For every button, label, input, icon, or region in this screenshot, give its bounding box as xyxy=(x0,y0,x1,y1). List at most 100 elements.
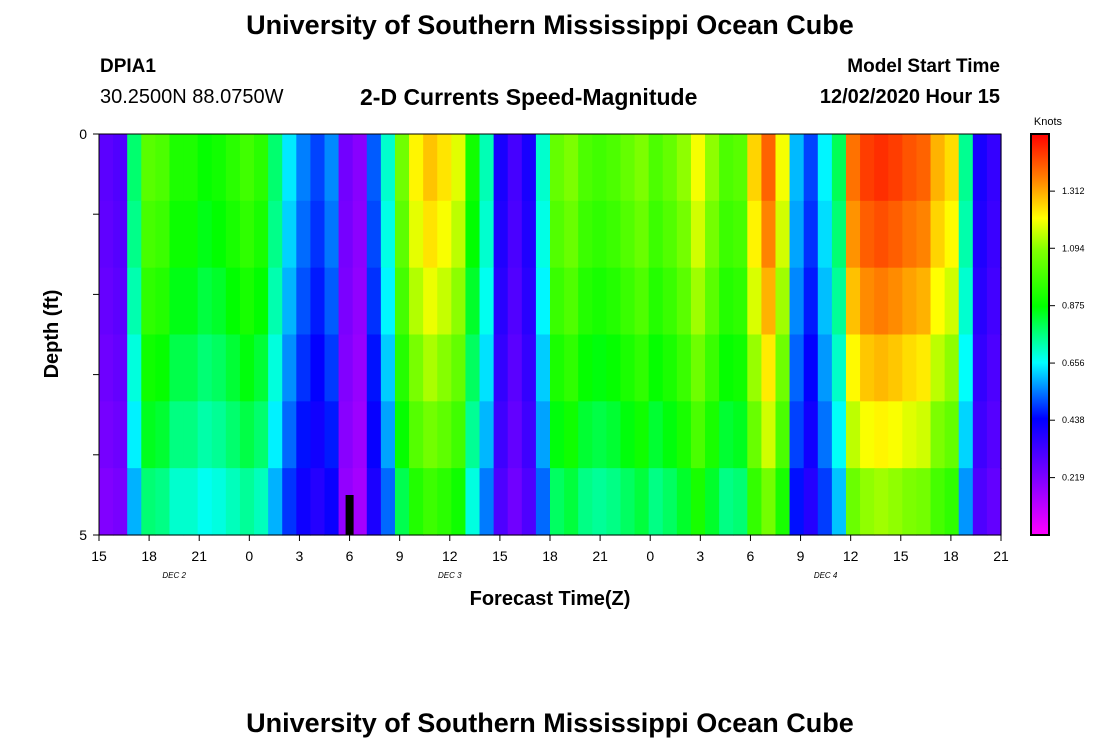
heatmap-cell xyxy=(676,134,692,202)
x-tick-label: 12 xyxy=(843,548,859,564)
heatmap-cell xyxy=(733,200,748,269)
heatmap-cell xyxy=(578,468,593,536)
heatmap-cell xyxy=(930,134,946,202)
heatmap-cell xyxy=(99,334,114,402)
x-tick-label: 21 xyxy=(993,548,1009,564)
heatmap-cell xyxy=(409,334,424,402)
x-tick-label: 15 xyxy=(492,548,508,564)
heatmap-cell xyxy=(268,401,283,469)
heatmap-cell xyxy=(113,200,128,269)
heatmap-cell xyxy=(958,334,974,402)
heatmap-cell xyxy=(564,134,579,202)
heatmap-cell xyxy=(719,334,734,402)
heatmap-cell xyxy=(211,468,227,536)
y-tick-label: 5 xyxy=(79,527,87,543)
heatmap-cell xyxy=(423,334,438,402)
heatmap-cell xyxy=(705,334,720,402)
heatmap-cell xyxy=(507,200,523,269)
heatmap-cell xyxy=(578,267,593,336)
heatmap-cell xyxy=(705,267,720,336)
heatmap-cell xyxy=(127,468,142,536)
heatmap-cell xyxy=(239,468,255,536)
heatmap-cell xyxy=(197,200,213,269)
heatmap-cell xyxy=(803,401,819,469)
heatmap-cell xyxy=(620,134,636,202)
heatmap-cell xyxy=(761,334,777,402)
x-tick-label: 18 xyxy=(141,548,157,564)
heatmap-cell xyxy=(690,267,706,336)
heatmap-cell xyxy=(324,401,340,469)
heatmap-cell xyxy=(310,134,326,202)
heatmap-cell xyxy=(831,134,847,202)
heatmap-cell xyxy=(719,468,734,536)
heatmap-cell xyxy=(733,267,748,336)
heatmap-cell xyxy=(789,200,805,269)
heatmap-cell xyxy=(564,200,579,269)
heatmap-cell xyxy=(394,134,410,202)
heatmap-cell xyxy=(550,267,565,336)
heatmap-cell xyxy=(409,468,424,536)
heatmap-cell xyxy=(465,200,481,269)
heatmap-cell xyxy=(789,334,805,402)
heatmap-cell xyxy=(803,134,819,202)
heatmap-cell xyxy=(211,401,227,469)
heatmap-cell xyxy=(113,401,128,469)
heatmap-cell xyxy=(986,468,1002,536)
heatmap-cell xyxy=(197,468,213,536)
heatmap-cell xyxy=(831,334,847,402)
colorbar-tick-label: 0.875 xyxy=(1062,301,1085,311)
heatmap-cell xyxy=(944,267,960,336)
heatmap-cell xyxy=(169,334,185,402)
heatmap-cell xyxy=(465,334,481,402)
colorbar-tick-label: 0.219 xyxy=(1062,473,1085,483)
heatmap-cell xyxy=(648,134,664,202)
heatmap-cell xyxy=(860,401,875,469)
heatmap-cell xyxy=(169,134,185,202)
heatmap-cell xyxy=(211,267,227,336)
heatmap-cell xyxy=(874,267,889,336)
heatmap-cell xyxy=(268,134,283,202)
heatmap-cell xyxy=(606,468,622,536)
heatmap-cell xyxy=(183,134,199,202)
heatmap-cell xyxy=(394,200,410,269)
heatmap-cell xyxy=(409,134,424,202)
heatmap-cell xyxy=(268,267,283,336)
colorbar-tick-label: 0.438 xyxy=(1062,415,1085,425)
heatmap-cell xyxy=(296,134,311,202)
heatmap-cell xyxy=(775,334,791,402)
x-tick-label: 21 xyxy=(191,548,207,564)
heatmap-cell xyxy=(662,200,678,269)
heatmap-cell xyxy=(141,200,156,269)
heatmap-cell xyxy=(310,468,326,536)
heatmap-cell xyxy=(254,334,269,402)
heatmap-cell xyxy=(620,334,636,402)
heatmap-cell xyxy=(521,134,537,202)
station-id: DPIA1 xyxy=(100,56,156,77)
heatmap-cell xyxy=(352,200,368,269)
heatmap-cell xyxy=(789,267,805,336)
heatmap-cell xyxy=(550,134,565,202)
heatmap-cell xyxy=(197,334,213,402)
heatmap-cell xyxy=(888,200,903,269)
heatmap-cell xyxy=(479,134,495,202)
x-tick-label: 21 xyxy=(592,548,608,564)
heatmap-cell xyxy=(380,134,396,202)
heatmap-cell xyxy=(775,401,791,469)
heatmap-cell xyxy=(99,200,114,269)
heatmap-cell xyxy=(535,134,551,202)
heatmap-cell xyxy=(183,200,199,269)
heatmap-cell xyxy=(521,401,537,469)
heatmap-cell xyxy=(831,468,847,536)
heatmap-cell xyxy=(521,468,537,536)
heatmap-cell xyxy=(747,468,762,536)
heatmap-cell xyxy=(902,468,918,536)
heatmap-cell xyxy=(366,134,382,202)
heatmap-cell xyxy=(733,401,748,469)
heatmap-cell xyxy=(465,134,481,202)
heatmap-cell xyxy=(944,468,960,536)
heatmap-cell xyxy=(831,401,847,469)
heatmap-cell xyxy=(676,200,692,269)
heatmap-cell xyxy=(310,267,326,336)
heatmap-cell xyxy=(719,401,734,469)
heatmap-cell xyxy=(986,334,1002,402)
